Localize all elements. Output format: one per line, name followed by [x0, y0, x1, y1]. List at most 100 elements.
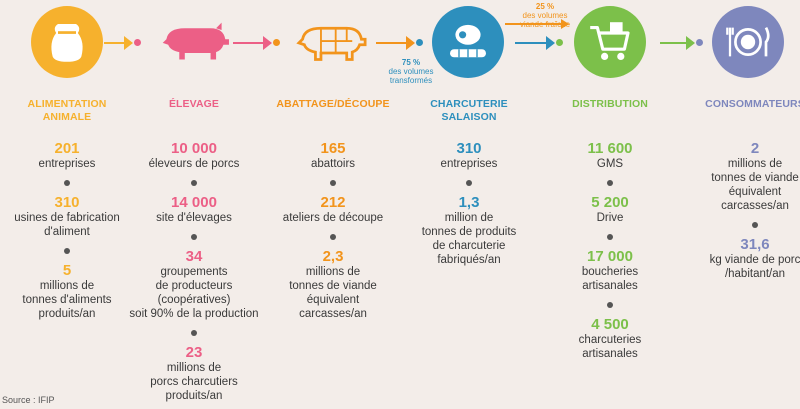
- column-title-line: DISTRIBUTION: [572, 98, 648, 110]
- arrow-alimentation-elevage: [124, 36, 133, 50]
- stat-label: éleveurs de porcs: [119, 157, 269, 171]
- stat-label: entreprises: [394, 157, 544, 171]
- stat-label-line: (coopératives): [157, 294, 231, 306]
- stat-value: 212: [320, 194, 346, 211]
- stat-label: kg viande de porc/habitant/an: [680, 253, 800, 281]
- stat-label-line: équivalent: [728, 186, 782, 198]
- stat-label: millions de tonnes de viande équivalent car…: [680, 157, 800, 213]
- stat-label-line: soit 90% de la production: [129, 308, 259, 320]
- stat-label-line: ateliers de découpe: [282, 212, 384, 224]
- stat-value: 14 000: [171, 194, 217, 211]
- shopping-cart-icon: [590, 22, 630, 60]
- stat-label: site d'élevages: [119, 211, 269, 225]
- bullet-separator: [64, 248, 70, 254]
- stat-label-line: carcasses/an: [299, 308, 367, 320]
- stat-label-line: carcasses/an: [721, 200, 789, 212]
- bullet-separator: [607, 180, 613, 186]
- stat-label-line: éleveurs de porcs: [148, 158, 240, 170]
- stat-label-line: tonnes d'aliments: [22, 294, 112, 306]
- stat-label: GMS: [535, 157, 685, 171]
- stat-label-line: /habitant/an: [724, 268, 786, 280]
- stat-value: 34: [185, 248, 203, 265]
- stat-label: millions de tonnes de viande équivalent car…: [258, 265, 408, 321]
- stat-label-line: équivalent: [306, 294, 360, 306]
- column-alimentation: ALIMENTATION ANIMALE 201 entreprises 310 usin…: [0, 98, 142, 321]
- stat-label: millions de porcs charcutiers produits/an: [119, 361, 269, 403]
- stat-label: abattoirs: [258, 157, 408, 171]
- flow-pct-transformed: 75 %: [401, 58, 421, 67]
- stat-label: groupements de producteurs (coopératives) s…: [119, 265, 269, 321]
- stat-label-line: million de: [444, 212, 494, 224]
- stat-value: 310: [54, 194, 80, 211]
- circle-abattage: [292, 6, 372, 78]
- stat-label-line: groupements: [160, 266, 228, 278]
- flow-line2-fresh: viande fraîche: [519, 20, 571, 29]
- stat-label-line: usines de fabrication: [14, 212, 120, 224]
- stat-label: boucheries artisanales: [535, 265, 685, 293]
- connector-elevage-abattage: [233, 42, 265, 44]
- dot-abattage-in: [273, 39, 280, 46]
- stat-label-line: kg viande de porc: [709, 254, 800, 266]
- column-title-line: ÉLEVAGE: [168, 98, 220, 110]
- stat-label: ateliers de découpe: [258, 211, 408, 225]
- column-abattage: ABATTAGE/DÉCOUPE 165 abattoirs 212 ateliers …: [258, 98, 408, 321]
- feed-sack-icon: [51, 24, 83, 62]
- source-credit: Source : IFIP: [2, 395, 55, 405]
- stat-label-line: produits/an: [165, 390, 223, 402]
- bullet-separator: [466, 180, 472, 186]
- column-title-line: ANIMALE: [42, 111, 92, 123]
- column-charcuterie: CHARCUTERIE SALAISON 310 entreprises 1,3 mill…: [394, 98, 544, 267]
- dot-charcuterie-in: [416, 39, 423, 46]
- stat-value: 165: [320, 140, 346, 157]
- arrow-charcuterie-distribution: [546, 36, 555, 50]
- stat-value: 31,6: [740, 236, 770, 253]
- column-distribution: DISTRIBUTION 11 600 GMS 5 200 Drive 17 000 bou…: [535, 98, 685, 361]
- stat-label-line: produits/an: [38, 308, 96, 320]
- stat-label-line: de producteurs: [155, 280, 233, 292]
- flow-pct-fresh: 25 %: [535, 2, 555, 11]
- arrow-elevage-abattage: [263, 36, 272, 50]
- column-title: DISTRIBUTION: [535, 98, 685, 138]
- stat-value: 10 000: [171, 140, 217, 157]
- stat-label: entreprises: [0, 157, 142, 171]
- flow-line1-fresh: des volumes: [522, 11, 568, 20]
- bullet-separator: [752, 222, 758, 228]
- column-title: CHARCUTERIE SALAISON: [394, 98, 544, 138]
- column-title: CONSOMMATEURS: [680, 98, 800, 138]
- stat-value: 11 600: [587, 140, 633, 157]
- stat-label: millions de tonnes d'aliments produits/an: [0, 279, 142, 321]
- ham-sausage-icon: [450, 24, 486, 58]
- stat-label-line: millions de: [166, 362, 222, 374]
- circle-elevage: [156, 6, 232, 78]
- stat-label-line: tonnes de viande: [289, 280, 377, 292]
- column-title-line: ABATTAGE/DÉCOUPE: [276, 98, 390, 110]
- stat-label-line: entreprises: [440, 158, 498, 170]
- stat-value: 4 500: [591, 316, 629, 333]
- column-elevage: ÉLEVAGE 10 000 éleveurs de porcs 14 000 site…: [119, 98, 269, 403]
- flow-note-transformed: 75 % des volumes transformés: [378, 58, 444, 85]
- stat-label-line: fabriqués/an: [437, 254, 501, 266]
- column-title: ABATTAGE/DÉCOUPE: [258, 98, 408, 138]
- stat-label-line: millions de: [727, 158, 783, 170]
- stat-label-line: artisanales: [582, 280, 638, 292]
- stat-label: charcuteries artisanales: [535, 333, 685, 361]
- column-consommateurs: CONSOMMATEURS 2 millions de tonnes de viand…: [680, 98, 800, 281]
- connector-distribution-consommateurs: [660, 42, 688, 44]
- circle-alimentation: [31, 6, 103, 78]
- connector-abattage-charcuterie: [376, 42, 408, 44]
- connector-charcuterie-distribution: [515, 42, 548, 44]
- column-title-line: CONSOMMATEURS: [705, 98, 800, 110]
- flow-line1-transformed: des volumes: [388, 67, 434, 76]
- stat-label-line: entreprises: [38, 158, 96, 170]
- stat-label: usines de fabrication d'aliment: [0, 211, 142, 239]
- circle-consommateurs: [712, 6, 784, 78]
- pig-cuts-icon: [296, 26, 367, 61]
- stat-label-line: abattoirs: [310, 158, 356, 170]
- stat-value: 310: [456, 140, 482, 157]
- stat-label-line: millions de: [39, 280, 95, 292]
- stat-label-line: boucheries: [581, 266, 639, 278]
- pig-icon: [162, 22, 229, 60]
- bullet-separator: [64, 180, 70, 186]
- stat-label: million de tonnes de produits de charcuter…: [394, 211, 544, 267]
- bullet-separator: [330, 234, 336, 240]
